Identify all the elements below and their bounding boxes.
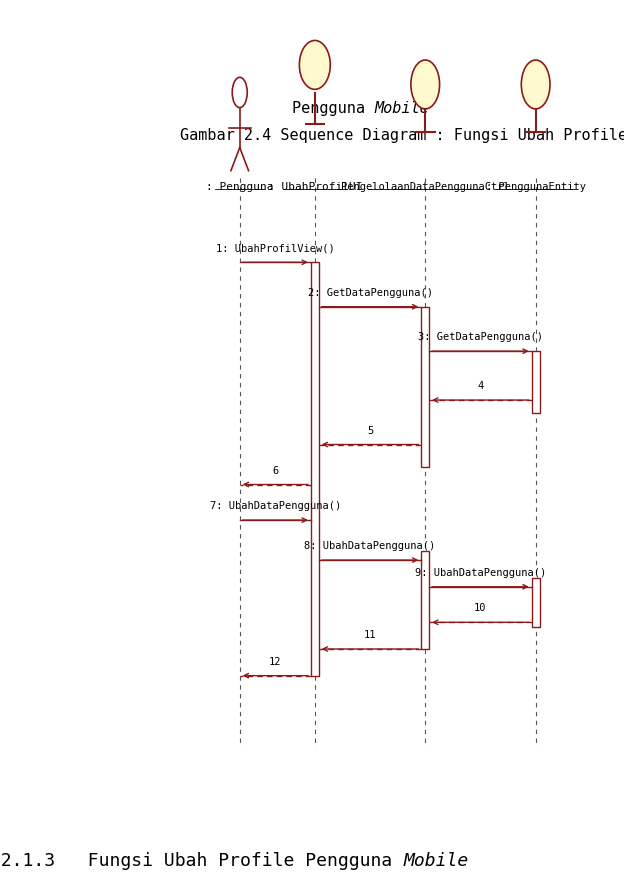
Bar <box>532 578 540 627</box>
Text: 7: UbahDataPengguna(): 7: UbahDataPengguna() <box>210 501 341 511</box>
Text: PengelolaanDataPenggunaCtrl: PengelolaanDataPenggunaCtrl <box>341 182 510 192</box>
Ellipse shape <box>521 60 550 109</box>
Text: Mobile: Mobile <box>374 101 429 116</box>
Text: 2: GetDataPengguna(): 2: GetDataPengguna() <box>308 288 432 298</box>
Text: 10: 10 <box>474 604 487 613</box>
Text: : Pengguna: : Pengguna <box>206 182 273 192</box>
Text: 1: UbahProfilView(): 1: UbahProfilView() <box>216 244 334 253</box>
Bar <box>532 351 540 413</box>
Text: Pengguna: Pengguna <box>292 101 374 116</box>
Text: 6: 6 <box>272 466 278 476</box>
Bar <box>421 307 429 467</box>
Text: 12: 12 <box>269 657 281 667</box>
Text: 9: UbahDataPengguna(): 9: UbahDataPengguna() <box>415 568 546 578</box>
Bar <box>421 551 429 649</box>
Text: 8: UbahDataPengguna(): 8: UbahDataPengguna() <box>305 541 436 551</box>
Text: 2.2.1.3   Fungsi Ubah Profile Pengguna: 2.2.1.3 Fungsi Ubah Profile Pengguna <box>0 852 403 869</box>
Text: 4: 4 <box>477 381 484 391</box>
Text: 5: 5 <box>367 426 373 436</box>
Text: : PenggunaEntity: : PenggunaEntity <box>485 182 586 192</box>
Text: 3: GetDataPengguna(): 3: GetDataPengguna() <box>418 332 543 342</box>
Text: 11: 11 <box>364 630 376 640</box>
Ellipse shape <box>300 41 330 90</box>
Text: Gambar 2.4 Sequence Diagram : Fungsi Ubah Profile: Gambar 2.4 Sequence Diagram : Fungsi Uba… <box>180 128 624 143</box>
Text: Mobile: Mobile <box>403 852 469 869</box>
Text: : UbahProfilUI: : UbahProfilUI <box>268 182 362 192</box>
Ellipse shape <box>411 60 439 109</box>
Bar <box>311 262 319 676</box>
